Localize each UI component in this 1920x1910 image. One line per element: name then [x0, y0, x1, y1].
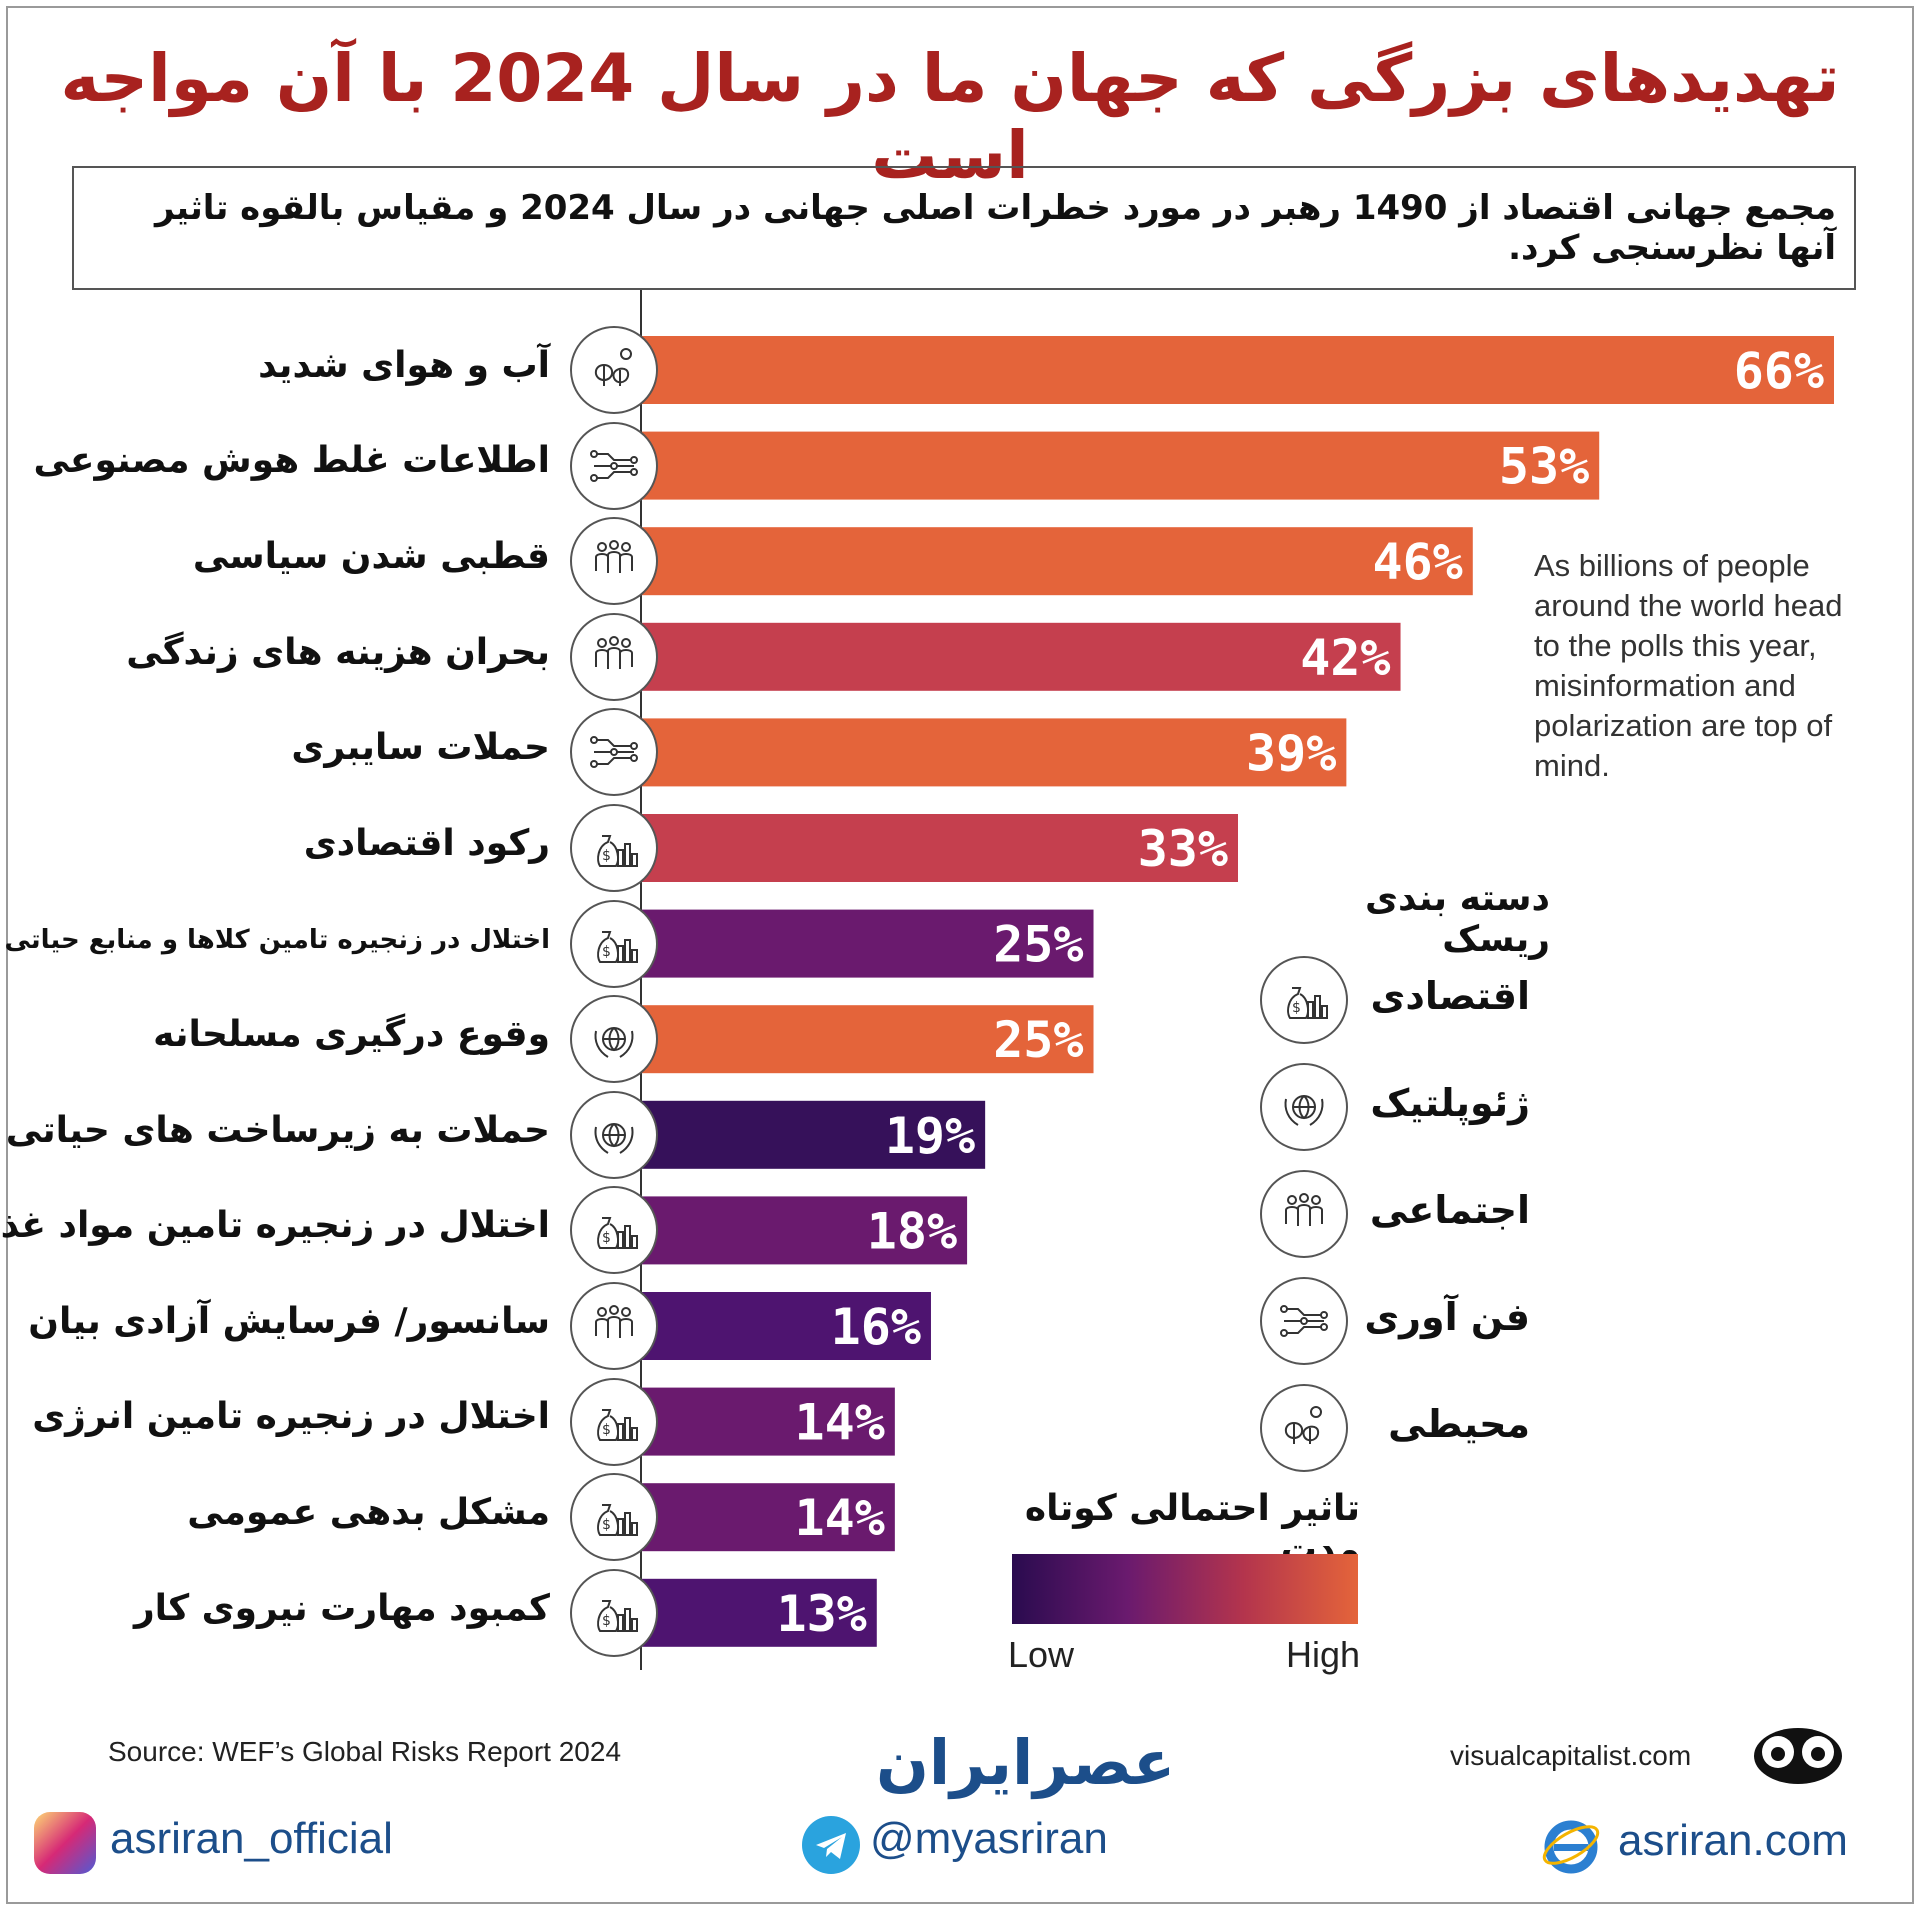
category-label-9: حملات به زیرساخت های حیاتی: [5, 1109, 550, 1151]
legend-label-1: اقتصادی: [1370, 974, 1530, 1018]
source-text: Source: WEF’s Global Risks Report 2024: [108, 1736, 622, 1767]
category-label-14: کمبود مهارت نیروی کار: [133, 1587, 550, 1629]
svg-text:$: $: [602, 1613, 611, 1629]
bar-1: [642, 336, 1834, 404]
bar-2: [642, 431, 1600, 500]
circuit-icon: [570, 708, 658, 797]
impact-scale-high: High: [1286, 1634, 1361, 1675]
category-label-5: حملات سایبری: [291, 727, 550, 769]
category-label-12: اختلال در زنجیره تامین انرژی: [32, 1396, 550, 1438]
visualcapitalist-logo-icon: [1754, 1728, 1842, 1784]
circuit-icon: [570, 421, 658, 510]
globe-laurel-icon: [570, 995, 658, 1084]
bar-9: [642, 1100, 986, 1169]
legend-label-5: محیطی: [1388, 1402, 1530, 1446]
bar-4: [642, 622, 1401, 691]
money-bag-chart-icon: $: [570, 899, 658, 988]
page-title: تهدیدهای بزرگی که جهان ما در سال 2024 با…: [60, 40, 1840, 194]
bar-value-label-11: 16%: [831, 1298, 921, 1356]
money-bag-chart-icon: $: [570, 1568, 658, 1657]
money-bag-chart-icon: $: [570, 1377, 658, 1466]
bar-value-label-2: 53%: [1499, 438, 1589, 496]
people-group-icon: [570, 517, 658, 606]
legend-label-2: ژئوپلتیک: [1370, 1081, 1530, 1125]
asriran-logo: عصرایران: [876, 1726, 1176, 1799]
bar-value-label-1: 66%: [1734, 342, 1824, 400]
legend-title: دسته بندی ریسک: [1365, 878, 1550, 960]
money-bag-chart-icon: $: [1260, 956, 1348, 1044]
category-label-10: اختلال در زنجیره تامین مواد غذایی: [0, 1205, 550, 1247]
circuit-icon: [1260, 1277, 1348, 1365]
category-label-6: رکود اقتصادی: [303, 822, 550, 864]
money-bag-chart-icon: $: [570, 1473, 658, 1562]
svg-text:$: $: [602, 944, 611, 960]
globe-laurel-icon: [1260, 1063, 1348, 1151]
legend-label-4: فن آوری: [1364, 1295, 1530, 1339]
svg-text:$: $: [602, 848, 611, 864]
bar-3: [642, 527, 1473, 596]
bar-value-label-4: 42%: [1300, 629, 1390, 687]
bar-value-label-5: 39%: [1246, 724, 1336, 782]
bar-value-label-13: 14%: [795, 1489, 885, 1547]
legend-label-3: اجتماعی: [1369, 1188, 1530, 1232]
frame: [6, 6, 1914, 1904]
svg-text:$: $: [602, 1517, 611, 1533]
trees-cloud-icon: [570, 326, 658, 414]
bar-11: [642, 1292, 931, 1360]
bar-12: [642, 1387, 895, 1456]
bar-5: [642, 718, 1347, 787]
people-group-icon: [570, 1282, 658, 1370]
category-label-7: اختلال در زنجیره تامین کلاها و منابع حیا…: [4, 925, 550, 956]
svg-text:$: $: [1292, 1000, 1301, 1016]
bar-value-label-7: 25%: [993, 916, 1083, 974]
website-link[interactable]: asriran.com: [1618, 1816, 1848, 1865]
category-label-1: آب و هوای شدید: [258, 344, 550, 386]
bar-value-label-6: 33%: [1138, 820, 1228, 878]
bar-value-label-14: 13%: [776, 1585, 866, 1643]
impact-scale-low: Low: [1008, 1634, 1075, 1675]
subtitle: مجمع جهانی اقتصاد از 1490 رهبر در مورد خ…: [155, 188, 1836, 268]
chart-axis-line: [640, 290, 642, 1670]
bar-value-label-12: 14%: [795, 1394, 885, 1452]
money-bag-chart-icon: $: [570, 804, 658, 892]
bar-value-label-10: 18%: [867, 1202, 957, 1260]
telegram-handle[interactable]: @myasriran: [870, 1814, 1108, 1863]
bar-13: [642, 1483, 895, 1552]
bar-10: [642, 1196, 968, 1265]
telegram-icon: [802, 1816, 860, 1874]
instagram-handle[interactable]: asriran_official: [110, 1814, 393, 1863]
category-label-11: سانسور/ فرسایش آزادی بیان: [28, 1300, 550, 1342]
bar-value-label-3: 46%: [1372, 533, 1462, 591]
bar-6: [642, 814, 1238, 882]
internet-explorer-icon: [1542, 1820, 1600, 1874]
globe-laurel-icon: [570, 1090, 658, 1179]
bar-14: [642, 1578, 877, 1647]
subtitle-box: مجمع جهانی اقتصاد از 1490 رهبر در مورد خ…: [72, 166, 1856, 290]
bar-value-label-9: 19%: [885, 1107, 975, 1165]
people-group-icon: [1260, 1170, 1348, 1258]
trees-cloud-icon: [1260, 1384, 1348, 1472]
svg-text:$: $: [602, 1422, 611, 1438]
category-label-2: اطلاعات غلط هوش مصنوعی: [33, 440, 550, 482]
annotation-note: As billions of people around the world h…: [1534, 548, 1843, 783]
bar-value-label-8: 25%: [993, 1011, 1083, 1069]
category-label-13: مشکل بدهی عمومی: [187, 1492, 550, 1533]
category-label-3: قطبی شدن سیاسی: [192, 536, 550, 577]
people-group-icon: [570, 612, 658, 701]
money-bag-chart-icon: $: [570, 1186, 658, 1275]
instagram-icon: [34, 1812, 96, 1874]
category-label-8: وقوع درگیری مسلحانه: [153, 1014, 550, 1055]
bar-7: [642, 909, 1094, 978]
visualcapitalist-link[interactable]: visualcapitalist.com: [1450, 1740, 1692, 1771]
svg-text:$: $: [602, 1230, 611, 1246]
impact-gradient-bar: [1012, 1554, 1358, 1624]
category-label-4: بحران هزینه های زندگی: [126, 631, 550, 673]
bar-8: [642, 1005, 1094, 1074]
